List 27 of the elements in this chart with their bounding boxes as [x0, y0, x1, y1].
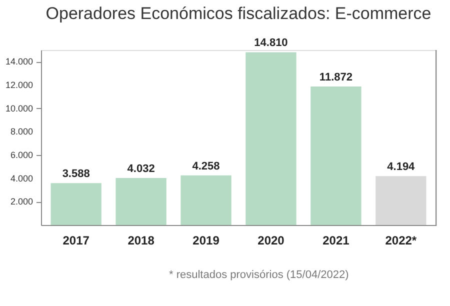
- bar: [116, 178, 166, 225]
- data-label: 11.872: [319, 71, 352, 84]
- x-tick-label: 2022*: [385, 234, 417, 248]
- y-tick-label: 14.000: [5, 56, 33, 67]
- text: * resultados provisórios (15/04/2022): [169, 269, 349, 281]
- x-tick-label: 2019: [192, 234, 220, 248]
- y-tick-label: 2.000: [10, 196, 33, 207]
- data-label: 3.588: [62, 168, 90, 180]
- x-tick-label: 2021: [322, 234, 350, 248]
- data-label: 4.258: [192, 160, 220, 172]
- x-tick-label: 2017: [62, 234, 90, 248]
- chart-title: Operadores Económicos fiscalizados: E-commerce: [46, 4, 432, 24]
- y-tick-label: 10.000: [5, 103, 33, 114]
- bar: [376, 176, 426, 225]
- data-label: 4.032: [127, 162, 155, 175]
- data-label: 4.194: [387, 161, 416, 174]
- y-tick-label: 8.000: [10, 126, 33, 137]
- y-tick-label: 4.000: [10, 173, 33, 184]
- y-tick-label: 12.000: [5, 80, 33, 90]
- y-tick-label: 6.000: [10, 150, 33, 160]
- bar: [246, 52, 296, 225]
- bar: [310, 86, 362, 225]
- x-tick-label: 2020: [258, 234, 285, 248]
- bar: [50, 183, 102, 225]
- bar: [180, 175, 232, 225]
- data-label: 14.810: [254, 37, 288, 50]
- x-tick-label: 2018: [128, 234, 155, 248]
